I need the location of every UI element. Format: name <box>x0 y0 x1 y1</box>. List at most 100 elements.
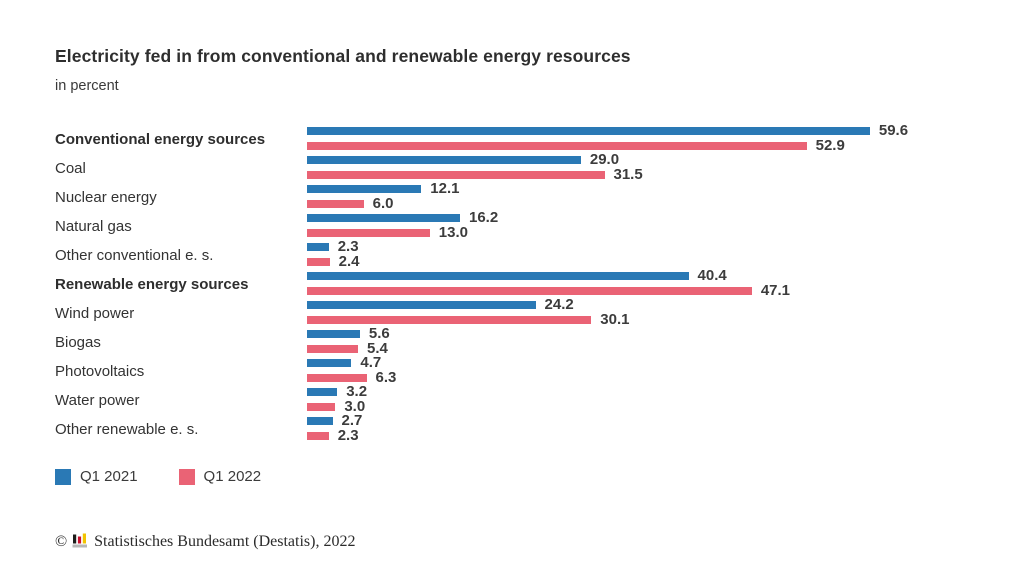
value-label: 2.7 <box>341 412 363 429</box>
bar-line: 3.0 <box>307 398 1004 415</box>
category-label: Other conventional e. s. <box>55 247 214 264</box>
bar-q1-2022 <box>307 287 752 295</box>
bar-line: 12.1 <box>307 180 1004 197</box>
value-label: 2.4 <box>338 253 360 270</box>
chart-row: Nuclear energy 12.1 6.0 <box>55 180 1004 212</box>
bar-group: 59.6 52.9 <box>307 122 1004 154</box>
bar-group: 3.2 3.0 <box>307 384 1004 415</box>
bar-q1-2021 <box>307 272 689 280</box>
bar-q1-2022 <box>307 142 807 150</box>
category-label: Photovoltaics <box>55 363 145 380</box>
chart-row: Other renewable e. s. 2.7 2.3 <box>55 412 1004 444</box>
value-label: 29.0 <box>589 151 620 168</box>
legend-item: Q1 2022 <box>178 468 262 485</box>
chart-row: Other conventional e. s. 2.3 2.4 <box>55 238 1004 270</box>
bar-q1-2021 <box>307 330 360 338</box>
category-label: Other renewable e. s. <box>55 421 199 438</box>
chart-row: Wind power 24.2 30.1 <box>55 296 1004 328</box>
bar-chart: Conventional energy sources 59.6 52.9 Coal 2… <box>55 122 1004 444</box>
bar-q1-2021 <box>307 214 460 222</box>
bar-group: 2.3 2.4 <box>307 238 1004 270</box>
legend: Q1 2021 Q1 2022 <box>55 468 1004 485</box>
bar-line: 31.5 <box>307 166 1004 183</box>
bar-group: 2.7 2.3 <box>307 412 1004 444</box>
value-label: 30.1 <box>600 311 630 328</box>
category-label: Conventional energy sources <box>55 131 266 148</box>
bar-line: 47.1 <box>307 282 1004 299</box>
legend-label: Q1 2022 <box>203 468 262 485</box>
chart-row: Biogas 5.6 5.4 <box>55 325 1004 357</box>
value-label: 52.9 <box>815 137 845 154</box>
bar-group: 4.7 6.3 <box>307 354 1004 386</box>
bar-line: 5.6 <box>307 325 1004 342</box>
bar-group: 5.6 5.4 <box>307 325 1004 357</box>
legend-swatch-q1-2022 <box>178 468 195 485</box>
bar-q1-2021 <box>307 301 536 309</box>
category-label: Wind power <box>55 305 135 322</box>
bar-q1-2022 <box>307 171 605 179</box>
bar-line: 40.4 <box>307 268 1004 283</box>
bar-line: 6.3 <box>307 370 1004 385</box>
value-label: 47.1 <box>760 282 791 299</box>
value-label: 5.4 <box>367 340 388 357</box>
value-label: 59.6 <box>878 122 909 139</box>
bar-q1-2021 <box>307 185 422 193</box>
category-label: Water power <box>55 392 140 409</box>
legend-swatch-q1-2021 <box>55 468 71 485</box>
bar-q1-2021 <box>307 127 870 135</box>
category-label: Biogas <box>55 334 101 351</box>
bar-line: 13.0 <box>307 224 1004 241</box>
bar-group: 40.4 47.1 <box>307 268 1004 299</box>
bar-q1-2022 <box>307 403 336 411</box>
value-label: 4.7 <box>360 354 382 371</box>
chart-row: Photovoltaics 4.7 6.3 <box>55 354 1004 386</box>
bar-line: 3.2 <box>307 384 1004 399</box>
bar-group: 29.0 31.5 <box>307 151 1004 183</box>
category-label: Natural gas <box>55 218 132 235</box>
bar-q1-2022 <box>307 345 358 353</box>
value-label: 2.3 <box>337 427 359 444</box>
legend-label: Q1 2021 <box>80 468 138 485</box>
value-label: 16.2 <box>469 209 499 226</box>
value-label: 24.2 <box>544 296 574 313</box>
bar-group: 24.2 30.1 <box>307 296 1004 328</box>
bar-line: 30.1 <box>307 311 1004 328</box>
chart-row: Coal 29.0 31.5 <box>55 151 1004 183</box>
bar-line: 2.3 <box>307 238 1004 255</box>
bar-q1-2021 <box>307 156 581 164</box>
bar-line: 2.4 <box>307 253 1004 270</box>
source-text: Statistisches Bundesamt (Destatis), 2022 <box>94 533 356 550</box>
bar-q1-2021 <box>307 388 338 396</box>
source-line: © Statistisches Bundesamt (Destatis), 20… <box>55 532 1004 552</box>
bar-line: 2.7 <box>307 412 1004 429</box>
chart-subtitle: in percent <box>55 78 119 94</box>
value-label: 12.1 <box>430 180 460 197</box>
bar-line: 24.2 <box>307 296 1004 313</box>
bar-q1-2022 <box>307 432 329 440</box>
bar-q1-2022 <box>307 316 592 324</box>
chart-row: Water power 3.2 3.0 <box>55 384 1004 415</box>
chart-row: Conventional energy sources 59.6 52.9 <box>55 122 1004 154</box>
bar-line: 52.9 <box>307 137 1004 154</box>
category-label: Renewable energy sources <box>55 276 249 293</box>
bar-q1-2022 <box>307 229 430 237</box>
bar-line: 2.3 <box>307 427 1004 444</box>
bar-line: 6.0 <box>307 195 1004 212</box>
destatis-logo-icon <box>72 533 88 553</box>
bar-q1-2022 <box>307 374 367 382</box>
value-label: 6.0 <box>372 195 394 212</box>
copyright-symbol: © <box>55 533 68 550</box>
bar-q1-2022 <box>307 200 364 208</box>
value-label: 3.0 <box>344 398 366 415</box>
value-label: 31.5 <box>613 166 643 183</box>
bar-q1-2021 <box>307 243 329 251</box>
bar-line: 4.7 <box>307 354 1004 371</box>
chart-title: Electricity fed in from conventional and… <box>55 46 631 66</box>
value-label: 13.0 <box>438 224 468 241</box>
chart-row: Natural gas 16.2 13.0 <box>55 209 1004 241</box>
value-label: 2.3 <box>337 238 359 255</box>
bar-q1-2022 <box>307 258 330 266</box>
value-label: 5.6 <box>368 325 390 342</box>
bar-line: 5.4 <box>307 340 1004 357</box>
